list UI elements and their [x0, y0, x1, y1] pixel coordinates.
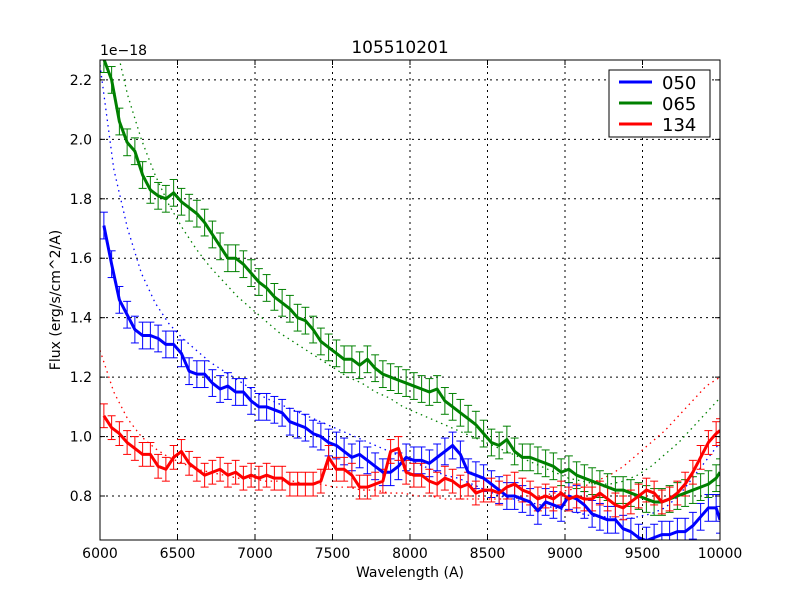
x-tick-label: 8500	[470, 546, 506, 562]
x-tick-label: 10000	[698, 546, 743, 562]
y-tick-label: 1.8	[70, 192, 92, 208]
x-tick-label: 6500	[160, 546, 196, 562]
y-tick-label: 2.0	[70, 132, 92, 148]
model-curve-134	[100, 350, 720, 500]
y-tick-label: 1.2	[70, 370, 92, 386]
x-tick-label: 9500	[625, 546, 661, 562]
x-tick-label: 7500	[315, 546, 351, 562]
series-line-050	[102, 225, 720, 540]
series-line-134	[102, 414, 720, 510]
y-tick-label: 1.6	[70, 251, 92, 267]
model-curve-065	[118, 60, 720, 485]
x-tick-label: 8000	[392, 546, 428, 562]
legend-label-134: 134	[662, 115, 696, 136]
x-axis-label: Wavelength (A)	[356, 565, 464, 581]
legend-label-065: 065	[662, 94, 696, 115]
data-lines	[102, 60, 720, 540]
chart-title: 105510201	[351, 38, 448, 58]
x-tick-label: 9000	[547, 546, 583, 562]
y-tick-label: 0.8	[70, 489, 92, 505]
axis-ticks: 6000 6500 7000 7500 8000 8500 9000 9500 10000 0.8…	[70, 60, 743, 562]
y-tick-label: 1.0	[70, 430, 92, 446]
y-offset-label: 1e−18	[100, 43, 147, 59]
y-axis-label: Flux (erg/s/cm^2/A)	[48, 230, 64, 370]
y-tick-label: 1.4	[70, 311, 92, 327]
x-tick-label: 7000	[237, 546, 273, 562]
legend: 050 065 134	[608, 69, 711, 138]
legend-label-050: 050	[662, 73, 696, 94]
series-line-065	[102, 60, 720, 504]
x-tick-label: 6000	[82, 546, 118, 562]
y-tick-label: 2.2	[70, 73, 92, 89]
